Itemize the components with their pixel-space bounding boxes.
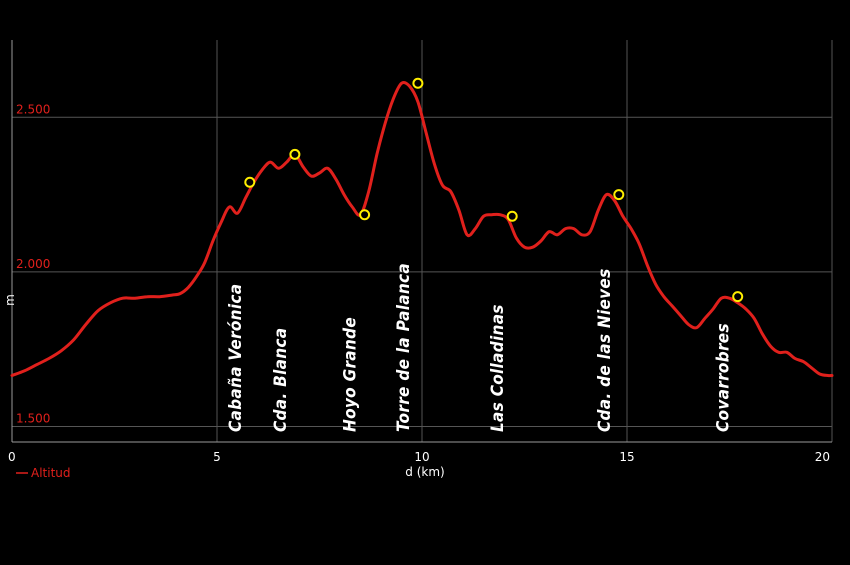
y-axis-label: m bbox=[3, 294, 17, 306]
waypoint-marker[interactable] bbox=[244, 176, 256, 188]
x-tick-labels: 0 5 10 15 20 bbox=[8, 450, 830, 464]
y-tick-label: 1.500 bbox=[16, 412, 50, 426]
waypoint-label: Cabaña Verónica bbox=[226, 284, 246, 432]
waypoint-marker[interactable] bbox=[506, 210, 518, 222]
waypoint-label: Cda. de las Nieves bbox=[595, 268, 615, 432]
waypoint-marker[interactable] bbox=[359, 209, 371, 221]
waypoint-marker[interactable] bbox=[412, 77, 424, 89]
waypoint-label: Covarrobres bbox=[714, 323, 734, 432]
altitude-line bbox=[10, 80, 834, 378]
y-tick-labels: 1.500 2.000 2.500 bbox=[16, 102, 50, 425]
legend[interactable]: Altitud bbox=[16, 466, 71, 480]
x-tick-label: 15 bbox=[619, 450, 634, 464]
waypoint-label: Cda. Blanca bbox=[271, 328, 291, 432]
x-tick-label: 10 bbox=[414, 450, 429, 464]
y-tick-label: 2.500 bbox=[16, 102, 50, 116]
waypoint-markers bbox=[244, 77, 744, 303]
waypoint-label: Hoyo Grande bbox=[341, 317, 361, 432]
waypoint-label: Las Colladinas bbox=[488, 304, 508, 432]
waypoint-marker[interactable] bbox=[289, 148, 301, 160]
y-tick-label: 2.000 bbox=[16, 257, 50, 271]
x-tick-label: 0 bbox=[8, 450, 16, 464]
waypoint-marker[interactable] bbox=[732, 291, 744, 303]
legend-label: Altitud bbox=[31, 466, 71, 480]
x-tick-label: 20 bbox=[815, 450, 830, 464]
x-tick-label: 5 bbox=[213, 450, 221, 464]
waypoint-label: Torre de la Palanca bbox=[394, 263, 414, 432]
waypoint-labels: Cabaña Verónica Cda. Blanca Hoyo Grande Tor… bbox=[226, 263, 734, 432]
waypoint-marker[interactable] bbox=[613, 189, 625, 201]
x-axis-label: d (km) bbox=[405, 465, 444, 479]
grid-lines bbox=[12, 40, 833, 442]
